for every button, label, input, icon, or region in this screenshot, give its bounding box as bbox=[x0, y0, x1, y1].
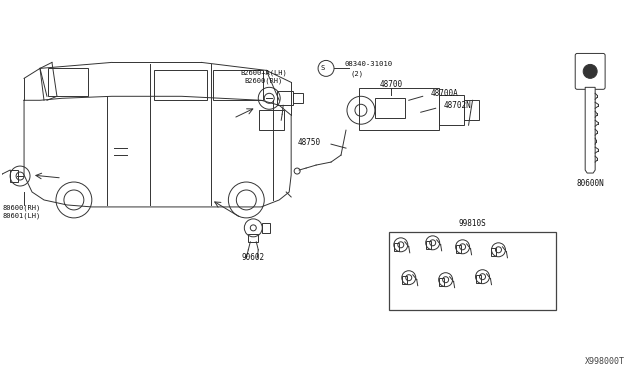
Bar bbox=[259, 110, 284, 130]
Bar bbox=[456, 245, 461, 253]
Bar bbox=[213, 70, 263, 100]
Text: X998000T: X998000T bbox=[585, 357, 625, 366]
Text: (2): (2) bbox=[350, 70, 364, 77]
Text: 48702N: 48702N bbox=[444, 101, 472, 110]
Bar bbox=[48, 68, 88, 96]
Text: 48750: 48750 bbox=[298, 138, 321, 147]
Bar bbox=[394, 243, 399, 251]
Text: 90602: 90602 bbox=[242, 253, 265, 262]
Bar bbox=[262, 223, 270, 233]
Bar bbox=[463, 100, 479, 120]
Bar bbox=[154, 70, 207, 100]
Bar bbox=[359, 88, 438, 130]
Text: 80601(LH): 80601(LH) bbox=[3, 213, 41, 219]
Bar bbox=[438, 278, 444, 286]
Text: 08340-31010: 08340-31010 bbox=[345, 61, 393, 67]
Bar bbox=[438, 95, 463, 125]
Bar bbox=[248, 234, 259, 242]
Bar bbox=[293, 93, 303, 103]
Bar bbox=[426, 241, 431, 249]
Text: B2600(RH): B2600(RH) bbox=[244, 77, 282, 84]
Text: 80600(RH): 80600(RH) bbox=[3, 205, 41, 211]
Bar bbox=[389, 232, 556, 310]
FancyBboxPatch shape bbox=[575, 54, 605, 89]
Circle shape bbox=[583, 64, 597, 78]
Text: S: S bbox=[321, 65, 325, 71]
Text: B2600+A(LH): B2600+A(LH) bbox=[240, 69, 287, 76]
Bar bbox=[476, 275, 481, 283]
Circle shape bbox=[587, 68, 593, 74]
Bar bbox=[375, 98, 404, 118]
Polygon shape bbox=[585, 87, 595, 173]
Text: 80600N: 80600N bbox=[576, 179, 604, 187]
Bar bbox=[402, 276, 407, 284]
Bar bbox=[277, 91, 293, 105]
Text: 48700A: 48700A bbox=[431, 89, 458, 98]
Bar bbox=[10, 170, 18, 182]
Text: 48700: 48700 bbox=[380, 80, 403, 89]
Bar bbox=[492, 248, 497, 256]
Text: 99810S: 99810S bbox=[459, 219, 486, 228]
